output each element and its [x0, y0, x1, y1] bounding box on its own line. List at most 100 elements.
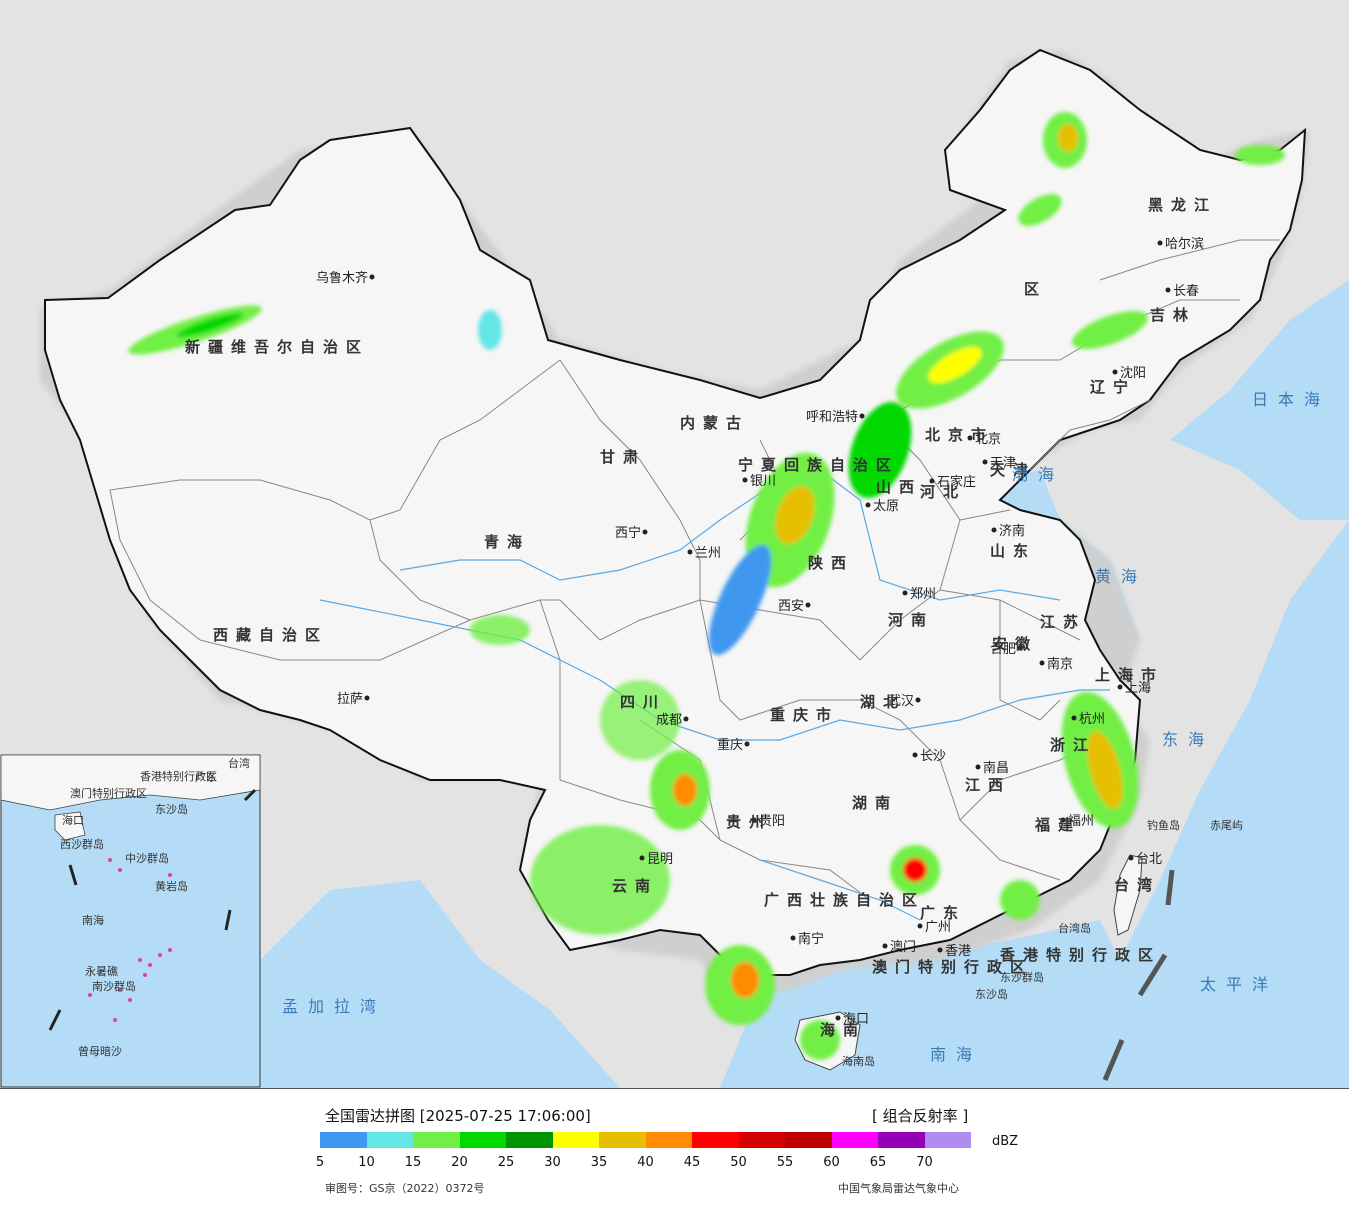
colorbar-tick: 20	[451, 1155, 468, 1170]
province-label: 四川	[620, 693, 666, 711]
colorbar-swatch	[924, 1132, 971, 1148]
city-label: 北京	[975, 432, 1001, 447]
city-label: 济南	[999, 523, 1025, 539]
city-label: 太原	[873, 499, 899, 514]
colorbar-tick: 35	[590, 1155, 608, 1170]
island-label: 海南岛	[842, 1054, 875, 1068]
colorbar-tick: 30	[544, 1155, 561, 1170]
city-label: 成都	[656, 713, 682, 728]
sea-label: 太平洋	[1200, 975, 1278, 994]
source-credit: 中国气象局雷达气象中心	[838, 1182, 959, 1195]
city-marker	[1071, 715, 1077, 721]
sea-label: 日本海	[1252, 390, 1330, 409]
province-label: 澳门特别行政区	[872, 958, 1033, 976]
province-label: 福建	[1034, 816, 1081, 834]
city-marker	[744, 741, 750, 747]
province-label: 香港特别行政区	[1000, 946, 1161, 964]
city-label: 石家庄	[937, 474, 976, 490]
city-label: 银川	[750, 474, 776, 489]
province-borders	[109, 239, 1280, 901]
colorbar-swatch	[459, 1132, 506, 1148]
province-label: 区	[1024, 280, 1047, 298]
province-label: 山西	[876, 478, 922, 496]
city-label: 哈尔滨	[1165, 236, 1204, 252]
city-marker	[937, 947, 943, 953]
city-label: 天津	[990, 456, 1016, 471]
city-marker	[982, 459, 988, 465]
legend-panel: 全国雷达拼图 [2025-07-25 17:06:00] [ 组合反射率 ] 5…	[0, 1089, 1349, 1208]
city-marker	[991, 527, 997, 533]
province-label: 山东	[990, 542, 1036, 560]
colorbar-tick: 40	[637, 1155, 654, 1170]
colorbar-swatch	[599, 1132, 646, 1148]
city-label: 西安	[778, 599, 804, 614]
city-marker	[902, 590, 908, 596]
province-label: 湖北	[860, 693, 906, 711]
province-label: 安徽	[992, 635, 1038, 653]
city-label: 杭州	[1079, 712, 1105, 727]
province-label: 黑龙江	[1148, 196, 1217, 214]
sea-label: 东海	[1162, 730, 1214, 749]
city-marker	[835, 1015, 841, 1021]
city-label: 南昌	[983, 760, 1009, 776]
colorbar-swatch	[692, 1132, 739, 1148]
colorbar-swatch	[413, 1132, 460, 1148]
south-china-sea-inset	[0, 754, 261, 1088]
colorbar-swatch	[738, 1132, 785, 1148]
city-marker	[915, 697, 921, 703]
city-marker	[805, 602, 811, 608]
city-marker	[639, 855, 645, 861]
sea-label: 南海	[930, 1045, 982, 1064]
colorbar-swatch	[366, 1132, 413, 1148]
province-label: 江西	[965, 776, 1011, 794]
inset-label: 永暑礁	[85, 964, 118, 978]
city-label: 海口	[843, 1012, 869, 1027]
city-marker	[642, 529, 648, 535]
colorbar-swatch	[645, 1132, 692, 1148]
colorbar-tick: 25	[497, 1155, 515, 1170]
province-label: 吉林	[1150, 306, 1196, 324]
sea-label: 孟加拉湾	[282, 997, 386, 1016]
city-marker	[790, 935, 796, 941]
dash-line	[1102, 869, 1175, 1081]
city-marker	[1017, 645, 1023, 651]
approval-number: 审图号：GS京（2022）0372号	[325, 1182, 485, 1195]
city-label: 昆明	[647, 852, 673, 867]
colorbar-swatch	[320, 1132, 367, 1148]
radar-echoes	[128, 112, 1285, 1060]
inset-label: 香港特别行政区	[140, 769, 217, 783]
city-marker	[683, 716, 689, 722]
province-label: 重庆市	[770, 706, 839, 724]
city-marker	[865, 502, 871, 508]
province-label: 北京市	[925, 426, 994, 444]
colorbar-tick: 55	[776, 1155, 794, 1170]
sea-region	[260, 280, 1349, 1088]
inset-label: 台湾	[228, 756, 250, 770]
city-label: 重庆	[717, 737, 743, 753]
colorbar-tick: 10	[358, 1155, 375, 1170]
colorbar-tick: 45	[683, 1155, 701, 1170]
city-label: 拉萨	[337, 692, 363, 707]
city-marker	[751, 817, 757, 823]
province-label: 广西壮族自治区	[764, 891, 925, 909]
colorbar-swatch	[878, 1132, 925, 1148]
city-marker	[687, 549, 693, 555]
city-marker	[967, 435, 973, 441]
island-label: 台湾岛	[1058, 921, 1091, 935]
sea-label: 渤海	[1012, 465, 1064, 484]
city-marker	[1117, 684, 1123, 690]
inset-label: 东沙岛	[155, 802, 188, 816]
province-label: 浙江	[1050, 736, 1096, 754]
inset-label: 西沙群岛	[60, 837, 104, 851]
province-label: 湖南	[852, 794, 898, 812]
city-label: 香港	[945, 944, 971, 959]
province-label: 江苏	[1040, 613, 1086, 631]
province-label: 河南	[888, 611, 934, 629]
city-marker	[882, 943, 888, 949]
inset-label: 南沙群岛	[92, 979, 136, 993]
radar-title: 全国雷达拼图 [2025-07-25 17:06:00]	[325, 1107, 591, 1125]
colorbar-swatch	[506, 1132, 553, 1148]
